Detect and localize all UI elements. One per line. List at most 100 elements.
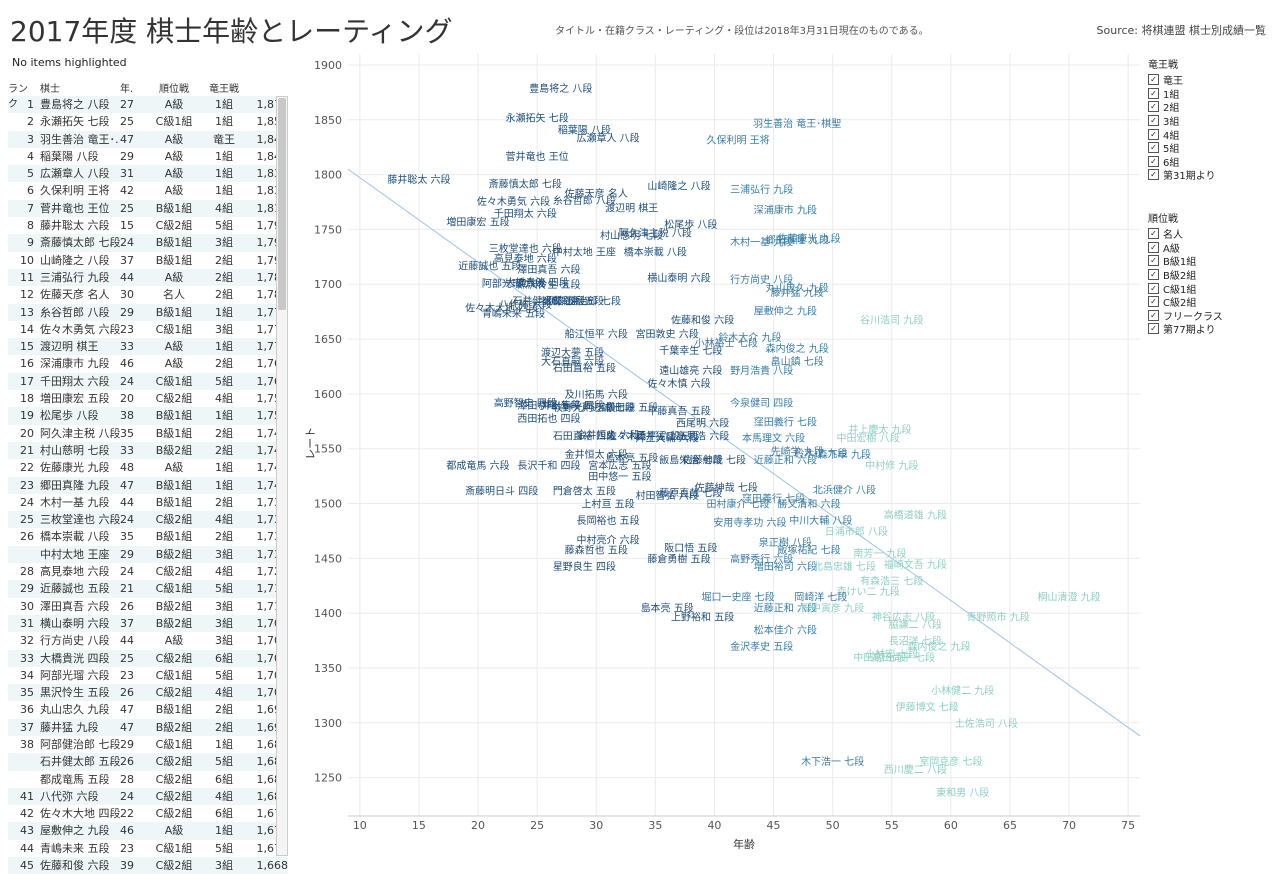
data-point-label: 森下卓 九段 [818,448,871,461]
checkbox-icon[interactable]: ✓ [1148,309,1159,321]
x-tick-label: 15 [412,819,426,832]
age-cell: 21 [120,582,134,596]
ryuo-cell: 1組 [215,461,233,475]
legend-ryuo-label: 第31期より [1163,171,1216,183]
data-point-label: 郷田真隆 九段 [766,233,829,246]
table-row[interactable]: 15 渡辺明 棋王 33 A級 1組 1,770 [8,338,288,356]
legend-junisen-item[interactable]: ✓ C級1組 [1148,281,1223,296]
col-header-ryuo[interactable]: 竜王戦 [209,84,239,95]
checkbox-icon[interactable]: ✓ [1148,255,1159,267]
rank-cell: 5 [27,167,34,181]
checkbox-icon[interactable]: ✓ [1148,241,1159,253]
legend-ryuo-item[interactable]: ✓ 5組 [1148,141,1216,155]
table-row[interactable]: 34 阿部光瑠 六段 23 C級1組 5組 1,701 [8,667,288,684]
legend-ryuo-item[interactable]: ✓ 第31期より [1148,168,1216,182]
col-header-age[interactable]: 年. [120,84,134,95]
checkbox-icon[interactable]: ✓ [1148,87,1159,99]
data-point-label: 田村康介 七段 [706,498,769,511]
age-cell: 23 [120,841,134,855]
table-row[interactable]: 35 黒沢怜生 五段 26 C級2組 4組 1,700 [8,684,288,702]
table-row[interactable]: 43 屋敷伸之 九段 46 A級 1組 1,676 [8,822,288,840]
legend-ryuo-item[interactable]: ✓ 竜王 [1148,73,1216,87]
legend-ryuo-item[interactable]: ✓ 6組 [1148,155,1216,169]
age-cell: 44 [120,634,134,648]
ryuo-cell: 1組 [215,149,233,163]
table-row[interactable]: 41 八代弥 六段 24 C級2組 4組 1,682 [8,787,288,806]
junisen-cell: C級1組 [155,322,193,336]
table-row[interactable]: 25 三枚堂達也 六段 24 C級2組 4組 1,733 [8,511,288,529]
col-header-rank[interactable]: ランク [8,84,28,110]
legend-junisen-item[interactable]: ✓ 名人 [1148,227,1223,241]
legend-junisen-item[interactable]: ✓ A級 [1148,241,1223,255]
ryuo-cell: 5組 [215,582,233,596]
data-point-label: 木下浩一 七段 [801,755,864,768]
legend-junisen-item[interactable]: ✓ C級2組 [1148,295,1223,309]
legend-ryuo-item[interactable]: ✓ 3組 [1148,114,1216,128]
ryuo-cell: 2組 [215,495,233,509]
table-row[interactable]: 32 行方尚史 八段 44 A級 3組 1,705 [8,632,288,649]
data-point-label: 西田拓也 四段 [517,412,580,425]
table-row[interactable]: 石井健太郎 五段 26 C級2組 5組 1,685 [8,753,288,771]
name-cell: 佐藤康光 九段 [40,461,110,475]
data-point-label: 藤井猛 九段 [771,286,824,299]
legend-junisen-item[interactable]: ✓ B級2組 [1148,268,1223,282]
data-point-label: 八代弥 六段 [499,298,552,311]
table-row[interactable]: 2 永瀬拓矢 七段 25 C級1組 1組 1,852 [8,113,288,130]
table-row[interactable]: 36 丸山忠久 九段 47 B級1組 2組 1,697 [8,701,288,718]
legend-junisen-label: 名人 [1163,230,1183,242]
legend-junisen-item[interactable]: ✓ 第77期より [1148,322,1223,336]
table-row[interactable]: 37 藤井猛 九段 47 B級2組 2組 1,693 [8,718,288,736]
checkbox-icon[interactable]: ✓ [1148,142,1159,154]
name-cell: 阿久津主税 八段 [40,426,120,440]
table-row[interactable]: 31 横山泰明 六段 37 B級2組 3組 1,706 [8,614,288,633]
rank-cell: 34 [20,668,34,682]
checkbox-icon[interactable]: ✓ [1148,282,1159,294]
x-tick-label: 45 [767,819,781,832]
data-point-label: 佐々木勇気 六段 [477,195,550,208]
table-row[interactable]: 30 澤田真吾 六段 26 B級2組 3組 1,714 [8,598,288,615]
checkbox-icon[interactable]: ✓ [1148,155,1159,167]
col-header-junisen[interactable]: 順位戦 [159,84,189,95]
checkbox-icon[interactable]: ✓ [1148,269,1159,281]
legend-junisen-item[interactable]: ✓ フリークラス [1148,309,1223,323]
checkbox-icon[interactable]: ✓ [1148,115,1159,127]
age-cell: 29 [120,737,134,751]
ryuo-cell: 5組 [215,374,233,388]
y-tick-label: 1650 [314,333,342,346]
checkbox-icon[interactable]: ✓ [1148,169,1159,181]
data-point-label: 行方尚史 八段 [730,273,793,286]
checkbox-icon[interactable]: ✓ [1148,101,1159,113]
table-row[interactable]: 13 糸谷哲郎 八段 29 B級1組 1組 1,777 [8,303,288,321]
scrollbar-thumb[interactable] [278,98,286,310]
table-row[interactable]: 1 豊島将之 八段 27 A級 1組 1,879 [8,96,288,114]
junisen-cell: B級1組 [155,426,193,440]
table-row[interactable]: 42 佐々木大地 四段 22 C級2組 6組 1,679 [8,805,288,822]
name-cell: 永瀬拓矢 七段 [40,115,110,129]
legend-junisen-item[interactable]: ✓ B級1組 [1148,254,1223,268]
checkbox-icon[interactable]: ✓ [1148,128,1159,140]
table-row[interactable]: 38 阿部健治郎 七段 29 C級1組 1組 1,685 [8,736,288,753]
checkbox-icon[interactable]: ✓ [1148,323,1159,335]
checkbox-icon[interactable]: ✓ [1148,74,1159,86]
age-cell: 15 [120,219,134,233]
checkbox-icon[interactable]: ✓ [1148,228,1159,240]
table-row[interactable]: 14 佐々木勇気 六段 23 C級1組 3組 1,776 [8,321,288,338]
table-scrollbar[interactable] [276,96,288,856]
table-row[interactable]: 17 千田翔太 六段 24 C級1組 5組 1,765 [8,372,288,391]
y-tick-label: 1850 [314,114,342,127]
legend-ryuo-item[interactable]: ✓ 4組 [1148,127,1216,142]
junisen-cell: C級2組 [155,392,193,406]
col-header-name[interactable]: 棋士 [40,84,60,95]
table-row[interactable]: 都成竜馬 五段 28 C級2組 6組 1,685 [8,771,288,788]
legend-ryuo-item[interactable]: ✓ 2組 [1148,100,1216,114]
name-cell: 稲葉陽 八段 [40,149,99,163]
table-row[interactable]: 29 近藤誠也 五段 21 C級1組 5組 1,717 [8,580,288,598]
table-row[interactable]: 7 菅井竜也 王位 25 B級1組 4組 1,817 [8,199,288,218]
x-tick-label: 70 [1062,819,1076,832]
checkbox-icon[interactable]: ✓ [1148,296,1159,308]
table-row[interactable]: 44 青嶋未来 五段 23 C級1組 5組 1,674 [8,840,288,857]
age-cell: 29 [120,547,134,561]
table-row[interactable]: 21 村山慈明 七段 33 B級2組 2組 1,745 [8,441,288,460]
legend-ryuo-item[interactable]: ✓ 1組 [1148,87,1216,101]
data-point-label: 鈴木大介 九段 [718,331,781,344]
